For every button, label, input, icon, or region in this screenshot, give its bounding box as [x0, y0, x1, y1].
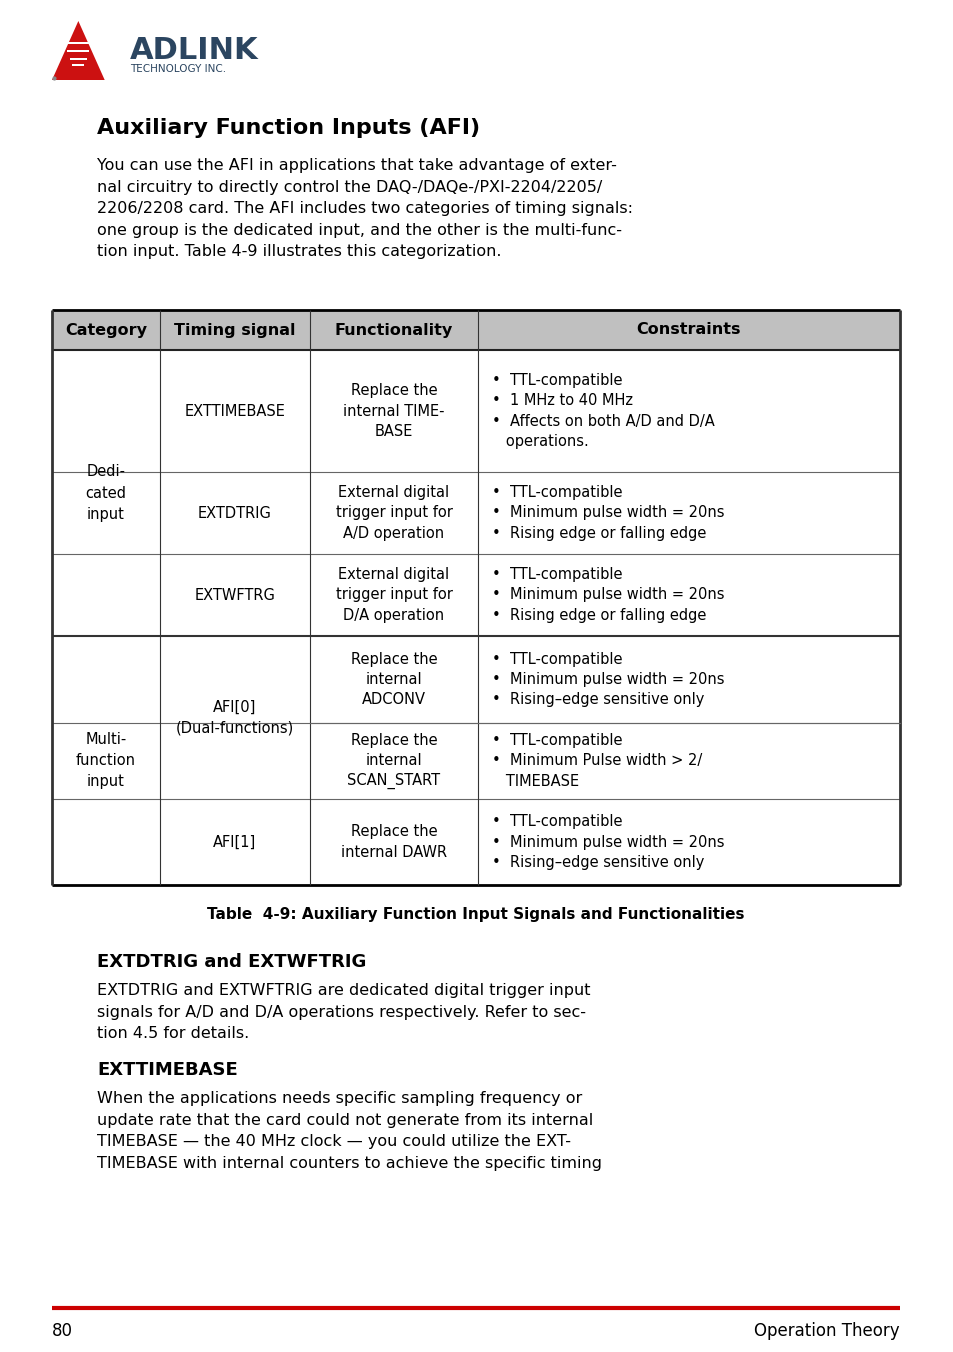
Text: EXTDTRIG and EXTWFTRIG: EXTDTRIG and EXTWFTRIG [97, 953, 366, 971]
Text: EXTDTRIG and EXTWFTRIG are dedicated digital trigger input
signals for A/D and D: EXTDTRIG and EXTWFTRIG are dedicated dig… [97, 983, 590, 1041]
Text: TECHNOLOGY INC.: TECHNOLOGY INC. [130, 64, 226, 74]
Bar [52, 310, 899, 886]
Text: External digital
trigger input for
D/A operation: External digital trigger input for D/A o… [335, 568, 452, 622]
Text: Replace the
internal
SCAN_START: Replace the internal SCAN_START [347, 733, 440, 790]
Text: •  TTL-compatible
•  Minimum pulse width = 20ns
•  Rising–edge sensitive only: • TTL-compatible • Minimum pulse width =… [492, 652, 723, 707]
Bar [70, 58, 87, 59]
Text: EXTTIMEBASE: EXTTIMEBASE [97, 1061, 237, 1079]
Text: Operation Theory: Operation Theory [754, 1322, 899, 1340]
Text: Timing signal: Timing signal [174, 323, 295, 338]
Text: •  TTL-compatible
•  Minimum pulse width = 20ns
•  Rising–edge sensitive only: • TTL-compatible • Minimum pulse width =… [492, 814, 723, 869]
Text: •  TTL-compatible
•  Minimum pulse width = 20ns
•  Rising edge or falling edge: • TTL-compatible • Minimum pulse width =… [492, 568, 723, 622]
Polygon shape [52, 22, 105, 80]
Text: EXTTIMEBASE: EXTTIMEBASE [184, 403, 285, 419]
Text: Replace the
internal TIME-
BASE: Replace the internal TIME- BASE [343, 384, 444, 438]
Text: Multi-
function
input: Multi- function input [76, 731, 136, 790]
Text: Replace the
internal DAWR: Replace the internal DAWR [340, 825, 447, 860]
Text: AFI[1]: AFI[1] [213, 834, 256, 849]
Bar [72, 64, 84, 66]
Text: •  TTL-compatible
•  1 MHz to 40 MHz
•  Affects on both A/D and D/A
   operation: • TTL-compatible • 1 MHz to 40 MHz • Aff… [492, 373, 714, 449]
Text: AFI[0]
(Dual-functions): AFI[0] (Dual-functions) [175, 699, 294, 735]
Text: Dedi-
cated
input: Dedi- cated input [86, 465, 127, 522]
Text: EXTDTRIG: EXTDTRIG [198, 506, 272, 521]
Text: •  TTL-compatible
•  Minimum pulse width = 20ns
•  Rising edge or falling edge: • TTL-compatible • Minimum pulse width =… [492, 485, 723, 541]
Text: Replace the
internal
ADCONV: Replace the internal ADCONV [351, 652, 436, 707]
Text: Auxiliary Function Inputs (AFI): Auxiliary Function Inputs (AFI) [97, 118, 479, 138]
Text: External digital
trigger input for
A/D operation: External digital trigger input for A/D o… [335, 485, 452, 541]
Text: ADLINK: ADLINK [130, 35, 258, 65]
Text: •  TTL-compatible
•  Minimum Pulse width > 2/
   TIMEBASE: • TTL-compatible • Minimum Pulse width >… [492, 733, 701, 788]
Bar [67, 50, 90, 53]
Text: Category: Category [65, 323, 147, 338]
Text: Constraints: Constraints [636, 323, 740, 338]
Text: EXTWFTRG: EXTWFTRG [194, 588, 275, 603]
Bar [52, 310, 899, 350]
Text: Functionality: Functionality [335, 323, 453, 338]
Bar [64, 42, 92, 43]
Text: 80: 80 [52, 1322, 73, 1340]
Text: You can use the AFI in applications that take advantage of exter-
nal circuitry : You can use the AFI in applications that… [97, 158, 633, 260]
Text: When the applications needs specific sampling frequency or
update rate that the : When the applications needs specific sam… [97, 1091, 601, 1171]
Text: Table  4-9: Auxiliary Function Input Signals and Functionalities: Table 4-9: Auxiliary Function Input Sign… [207, 907, 744, 922]
